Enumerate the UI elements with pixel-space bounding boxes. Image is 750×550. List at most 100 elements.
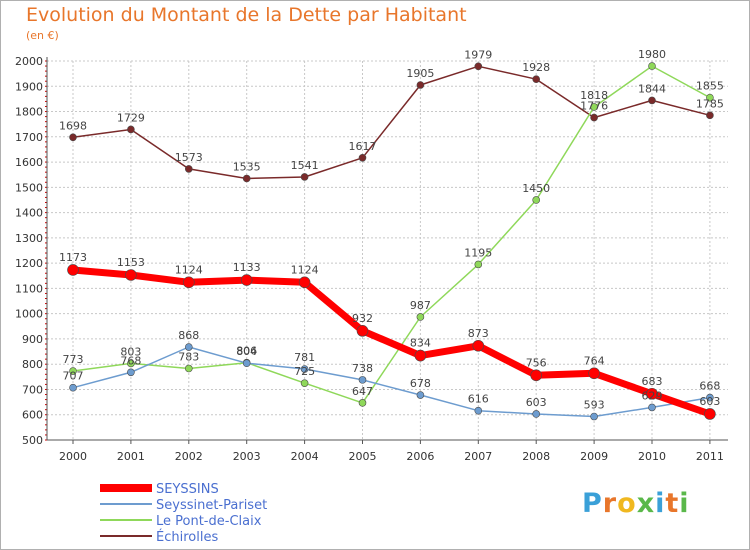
- data-point: [127, 368, 135, 377]
- data-label: 683: [642, 375, 663, 388]
- grid-lines: [47, 60, 728, 441]
- logo-letter: r: [602, 488, 618, 519]
- logo-letter: o: [617, 488, 637, 519]
- y-tick-label: 1000: [15, 308, 43, 321]
- series-line: [69, 266, 714, 418]
- logo-letter: P: [582, 488, 603, 519]
- x-tick-label: 2009: [580, 450, 608, 463]
- data-label: 804: [236, 345, 257, 358]
- data-point: [125, 269, 137, 281]
- data-point: [590, 412, 598, 421]
- x-tick-label: 2001: [117, 450, 145, 463]
- data-point: [127, 125, 135, 134]
- y-tick-label: 1400: [15, 207, 43, 220]
- data-label: 1979: [464, 48, 492, 61]
- data-label: 707: [63, 370, 84, 383]
- y-tick-label: 1500: [15, 181, 43, 194]
- data-label: 1450: [522, 182, 550, 195]
- data-point: [358, 399, 367, 407]
- proxiti-logo: Proxiti: [582, 488, 690, 519]
- data-label: 1541: [291, 159, 319, 172]
- data-point: [704, 408, 716, 420]
- data-label: 1195: [464, 246, 492, 259]
- data-label: 738: [352, 362, 373, 375]
- data-point: [356, 325, 369, 337]
- data-labels: 1173 1153 1124 1133 1124 932 834 873 756 764 683 60…: [59, 48, 724, 411]
- data-point: [300, 365, 309, 373]
- data-point: [648, 96, 656, 105]
- data-point: [706, 111, 714, 120]
- x-tick-label: 2004: [291, 450, 319, 463]
- data-point: [185, 343, 193, 351]
- x-tick-label: 2008: [522, 450, 550, 463]
- x-tick-label: 2002: [175, 450, 203, 463]
- data-label: 1535: [233, 160, 261, 173]
- data-label: 783: [178, 350, 199, 363]
- data-point: [416, 313, 425, 321]
- data-label: 1818: [580, 89, 608, 102]
- x-tick-label: 2000: [59, 450, 87, 463]
- data-label: 1133: [233, 261, 261, 274]
- data-point: [185, 364, 193, 373]
- data-label: 1153: [117, 256, 145, 269]
- chart-title: Evolution du Montant de la Dette par Hab…: [26, 4, 467, 26]
- series-layer: [67, 62, 716, 421]
- data-point: [588, 367, 600, 380]
- data-point: [300, 379, 309, 387]
- data-label: 1776: [580, 100, 608, 113]
- data-label: 1698: [59, 119, 87, 132]
- data-point: [472, 339, 485, 352]
- y-tick-label: 1200: [15, 257, 43, 270]
- data-point: [242, 174, 251, 183]
- data-label: 1980: [638, 48, 666, 61]
- logo-letter: i: [679, 488, 690, 519]
- x-tick-label: 2005: [349, 450, 377, 463]
- data-label: 616: [468, 393, 489, 406]
- data-label: 725: [294, 365, 315, 378]
- data-point: [474, 260, 483, 269]
- y-tick-label: 2000: [15, 55, 43, 68]
- legend-label: Échirolles: [156, 529, 218, 545]
- data-label: 768: [120, 354, 141, 367]
- y-tick-label: 600: [22, 409, 43, 422]
- series-line: [72, 346, 711, 418]
- y-tick-label: 700: [22, 383, 43, 396]
- data-label: 629: [642, 389, 663, 402]
- data-point: [530, 369, 543, 382]
- data-point: [590, 113, 598, 122]
- data-point: [242, 359, 251, 367]
- data-label: 781: [294, 351, 315, 364]
- legend-label: Seyssinet-Pariset: [156, 498, 267, 513]
- data-label: 1844: [638, 82, 666, 95]
- data-label: 756: [526, 356, 547, 369]
- data-point: [240, 274, 253, 286]
- data-label: 1124: [175, 263, 203, 276]
- data-point: [358, 153, 367, 162]
- data-label: 1729: [117, 111, 145, 124]
- data-label: 803: [120, 345, 141, 358]
- data-label: 603: [699, 395, 720, 408]
- data-label: 603: [526, 396, 547, 409]
- y-tick-label: 1300: [15, 232, 43, 245]
- data-label: 834: [410, 337, 431, 350]
- y-tick-label: 1600: [15, 156, 43, 169]
- data-label: 1124: [291, 263, 319, 276]
- logo-letter: i: [655, 488, 666, 519]
- data-point: [532, 410, 541, 418]
- data-point: [706, 93, 714, 102]
- data-point: [416, 391, 425, 399]
- data-point: [414, 349, 427, 362]
- axes: 500 600 700 800 900 1000 1100 1200 1300 1400 1500 1…: [15, 55, 728, 463]
- legend-label: SEYSSINS: [156, 482, 219, 497]
- data-label: 678: [410, 377, 431, 390]
- data-label: 868: [178, 329, 199, 342]
- data-point: [590, 103, 598, 111]
- data-label: 764: [584, 354, 605, 367]
- data-point: [69, 367, 77, 375]
- data-point: [358, 376, 367, 384]
- legend-label: Le Pont-de-Claix: [156, 514, 262, 529]
- data-point: [416, 81, 425, 89]
- data-point: [185, 165, 193, 173]
